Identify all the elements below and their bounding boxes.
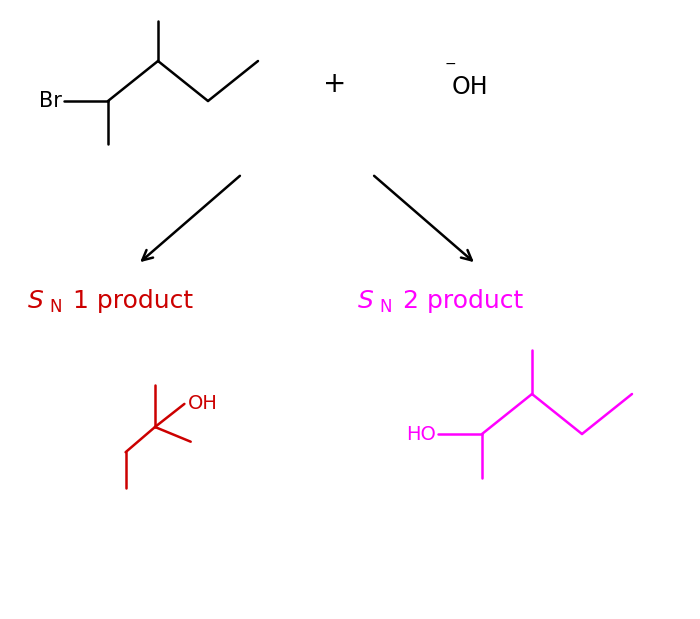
Text: N: N	[379, 298, 391, 316]
Text: 1 product: 1 product	[73, 289, 193, 313]
Text: S: S	[28, 289, 44, 313]
Text: +: +	[323, 70, 346, 98]
Text: OH: OH	[188, 394, 217, 413]
Text: −: −	[445, 57, 456, 71]
Text: 2 product: 2 product	[403, 289, 524, 313]
Text: S: S	[358, 289, 374, 313]
Text: N: N	[49, 298, 62, 316]
Text: HO: HO	[406, 425, 436, 443]
Text: OH: OH	[452, 75, 489, 99]
Text: Br: Br	[39, 91, 62, 111]
